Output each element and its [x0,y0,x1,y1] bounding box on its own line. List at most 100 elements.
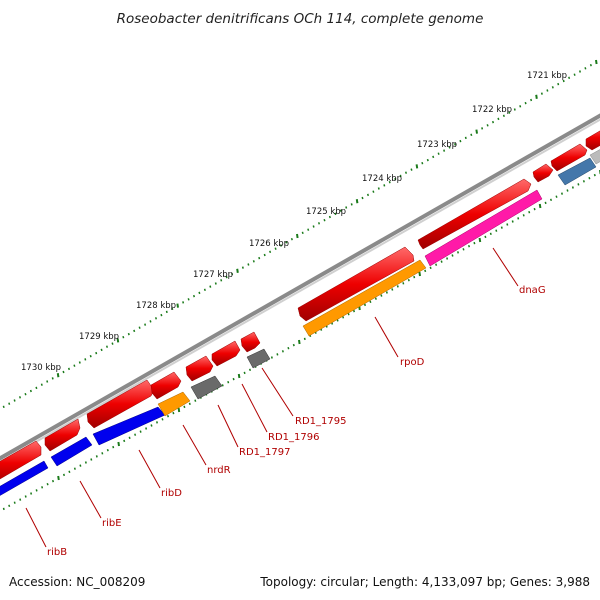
leader-RD1_1797 [217,404,239,448]
scale-tick [214,282,217,285]
feature-dnaG[interactable] [424,189,543,267]
scale-label-1723: 1723 kbp [417,140,457,150]
inner-scale-tick [478,237,482,243]
cds-feature[interactable] [44,418,81,452]
cds-feature[interactable] [150,371,182,400]
inner-scale-tick [380,294,383,297]
scale-tick [285,241,288,244]
feature-RD1_1797[interactable] [190,375,223,400]
inner-scale-tick [8,504,11,508]
inner-scale-tick [538,203,542,209]
scale-tick [513,108,516,111]
leader-RD1_1796 [241,383,268,433]
scale-tick [562,79,565,83]
inner-scale-tick [473,241,476,245]
inner-scale-tick [95,455,98,458]
scale-label-1730: 1730 kbp [21,363,61,373]
feature-nrdR[interactable] [157,391,191,417]
scale-tick [35,386,38,390]
scale-tick [524,101,527,105]
inner-scale-tick [418,271,421,277]
scale-tick [530,98,533,102]
scale-tick [421,161,424,165]
scale-tick [339,209,342,212]
gene-label-rpoD[interactable]: rpoD [400,357,425,368]
gene-label-ribB[interactable]: ribB [47,547,67,558]
inner-scale-tick [446,257,449,260]
inner-scale-tick [582,180,585,183]
inner-scale-tick [369,300,372,304]
cds-feature[interactable] [86,379,155,429]
cds-feature[interactable] [297,246,415,322]
gene-label-ribE[interactable]: ribE [102,518,122,529]
feature-rpoD[interactable] [302,259,427,337]
feature-other[interactable] [589,144,600,165]
inner-scale-tick [506,223,509,226]
scale-tick [497,117,500,121]
gene-label-ribD[interactable]: ribD [161,488,182,499]
inner-scale-tick [413,275,416,279]
feature-ribE[interactable] [50,436,93,467]
scale-tick [350,203,353,206]
scale-tick [100,348,103,352]
gene-label-RD1_1797[interactable]: RD1_1797 [239,447,290,458]
genome-backbone [0,113,600,461]
scale-tick [361,196,364,200]
inner-scale-tick [577,183,580,186]
gene-label-RD1_1796[interactable]: RD1_1796 [268,432,319,443]
cds-feature[interactable] [585,125,600,151]
inner-scale-tick [243,371,246,375]
leader-dnaG [492,247,519,287]
scale-tick [399,174,402,178]
inner-scale-tick [489,232,492,236]
scale-label-1728: 1728 kbp [136,301,176,311]
cds-feature[interactable] [550,143,588,172]
feature-RD1_1796[interactable] [246,348,271,369]
inner-scale-tick [298,339,301,345]
scale-tick [198,291,201,295]
gene-label-nrdR[interactable]: nrdR [207,465,231,476]
cds-feature[interactable] [211,340,241,367]
scale-tick [258,256,261,260]
inner-scale-tick [456,251,460,254]
inner-scale-tick [117,441,120,447]
inner-scale-tick [342,316,345,319]
inner-scale-tick [112,445,115,449]
scale-tick [51,377,54,380]
gene-label-dnaG[interactable]: dnaG [519,285,546,296]
genome-backbone-inner [0,118,600,464]
inner-scale-tick [352,309,356,313]
scale-tick [18,396,22,399]
inner-scale-tick [292,343,295,347]
scale-tick [160,313,163,317]
scale-tick [241,266,244,269]
cds-feature[interactable] [417,178,532,250]
inner-scale-tick [90,458,93,461]
feature-other[interactable] [557,157,597,186]
cds-feature[interactable] [0,440,42,485]
inner-scale-tick [237,373,241,379]
inner-scale-tick [161,418,164,421]
scale-tick [508,111,511,114]
scale-tick [459,139,462,143]
scale-tick [481,127,484,130]
scale-tick [89,354,92,358]
scale-tick [290,237,293,241]
scale-tick [111,342,114,345]
cds-feature[interactable] [532,163,554,183]
inner-scale-tick [555,195,558,198]
cds-feature[interactable] [185,355,214,382]
feature-ribB[interactable] [0,460,49,501]
inner-scale-ticks [2,170,600,511]
cds-feature[interactable] [240,331,261,353]
inner-scale-tick [128,436,131,440]
gene-label-RD1_1795[interactable]: RD1_1795 [295,416,346,427]
inner-scale-tick [123,439,126,443]
inner-scale-tick [227,380,230,384]
inner-scale-tick [566,189,569,192]
scale-tick [116,338,120,343]
inner-scale-tick [51,479,55,483]
scale-tick [410,168,413,171]
scale-tick [502,114,505,118]
